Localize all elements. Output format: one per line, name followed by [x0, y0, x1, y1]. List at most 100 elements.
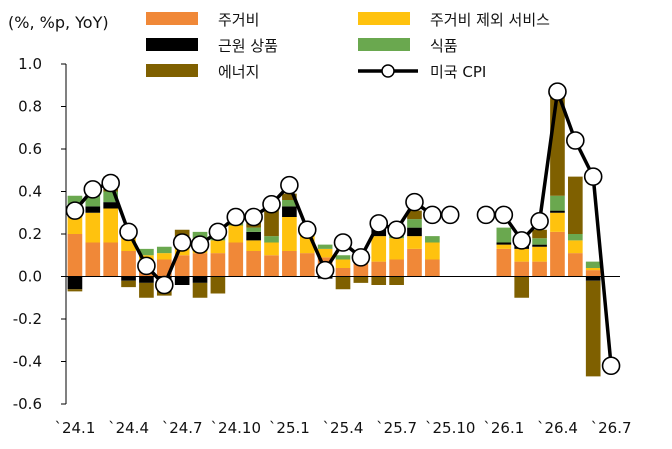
bar-segment	[210, 240, 226, 254]
bar-segment	[407, 210, 422, 220]
bar-segment	[532, 261, 547, 277]
bar-segment	[156, 246, 172, 254]
bar-segment	[567, 234, 583, 241]
x-tick-label: `25.7	[376, 419, 417, 437]
bar-segment	[139, 276, 154, 283]
legend-label: 식품	[430, 37, 458, 55]
bar-segment	[246, 251, 261, 277]
cpi-line-group	[65, 82, 621, 376]
cpi-point	[476, 205, 496, 225]
x-tick-label: `25.10	[425, 419, 475, 437]
cpi-point	[494, 205, 514, 225]
cpi-point	[315, 260, 335, 280]
bar-segment	[353, 276, 369, 283]
bar-segment	[103, 191, 119, 203]
legend-label: 미국 CPI	[430, 63, 486, 81]
legend-swatch	[358, 12, 410, 25]
bar-segment	[139, 248, 154, 256]
y-tick-label: -0.6	[13, 395, 42, 413]
x-tick-label: `25.1	[269, 419, 310, 437]
bar-segment	[353, 263, 369, 277]
cpi-point	[387, 220, 406, 240]
x-tick-label: `24.4	[108, 419, 149, 437]
cpi-point	[262, 194, 281, 214]
bar-segment	[514, 276, 530, 298]
bar-segment	[496, 242, 512, 245]
bar-segment	[550, 212, 565, 232]
bar-segment	[264, 255, 279, 277]
y-tick-label: 1.0	[18, 55, 42, 73]
y-tick-label: -0.4	[13, 353, 42, 371]
cpi-point	[333, 233, 353, 252]
y-tick-label: 0.6	[18, 140, 42, 158]
cpi-point	[119, 222, 138, 242]
bar-segment	[103, 242, 119, 277]
bar-segment	[532, 229, 547, 239]
cpi-point	[423, 205, 442, 225]
bar-segment	[567, 240, 583, 254]
cpi-point	[83, 180, 103, 199]
legend-label: 주거비	[218, 11, 259, 29]
bar-segment	[389, 259, 404, 277]
cpi-point	[583, 167, 603, 186]
bar-segment	[192, 231, 208, 239]
bar-segment	[407, 236, 422, 249]
x-tick-label: `26.4	[537, 419, 578, 437]
bar-segment	[139, 282, 154, 298]
x-tick-label: `24.10	[211, 419, 261, 437]
cpi-point	[226, 207, 246, 227]
cpi-point	[297, 220, 317, 240]
bar-segment	[532, 238, 547, 245]
bar-segment	[585, 280, 601, 377]
bar-segment	[121, 280, 136, 288]
bar-segment	[514, 261, 530, 277]
bar-segment	[550, 231, 565, 277]
bar-segment	[585, 268, 601, 271]
bar-segment	[550, 195, 565, 211]
cpi-point	[512, 231, 532, 250]
bar-segment	[335, 276, 351, 290]
x-tick-label: `25.4	[323, 419, 364, 437]
bar-segment	[389, 238, 404, 260]
cpi-point	[405, 192, 424, 212]
bar-segment	[67, 234, 83, 277]
legend-label: 에너지	[218, 63, 259, 81]
bar-segment	[317, 248, 333, 258]
bar-segment	[67, 276, 83, 290]
bar-segment	[496, 248, 512, 277]
x-tick-label: `24.1	[54, 419, 95, 437]
bar-segment	[514, 248, 530, 262]
x-tick-label: `26.1	[483, 419, 524, 437]
y-tick-label: 0.4	[18, 183, 42, 201]
bar-segment	[210, 253, 226, 277]
cpi-point	[369, 214, 389, 233]
y-tick-label: 0.2	[18, 225, 42, 243]
bar-segment	[585, 261, 601, 268]
bar-segment	[264, 242, 279, 256]
bar-segment	[264, 236, 279, 243]
bar-segment	[85, 206, 101, 213]
cpi-point	[190, 235, 210, 254]
bar-segment	[425, 259, 440, 277]
bar-segment	[228, 225, 244, 243]
bar-segment	[425, 236, 440, 243]
bar-segment	[567, 176, 583, 234]
unit-label: (%, %p, YoY)	[8, 13, 109, 32]
x-tick-label: `24.7	[162, 419, 203, 437]
bar-segment	[103, 208, 119, 243]
bar-segment	[85, 242, 101, 277]
bar-segment	[174, 276, 190, 285]
legend-label: 근원 상품	[218, 37, 278, 55]
y-tick-label: 0.0	[18, 268, 42, 286]
bar-segment	[121, 251, 136, 277]
cpi-point	[154, 275, 174, 295]
bar-segment	[282, 200, 297, 207]
bar-segment	[532, 246, 547, 262]
cpi-point	[101, 173, 120, 193]
bar-segment	[264, 206, 279, 237]
bar-segment	[282, 193, 297, 200]
cpi-point	[566, 131, 585, 150]
bar-segment	[496, 227, 512, 243]
bar-segment	[371, 236, 387, 262]
bar-segment	[67, 195, 83, 207]
